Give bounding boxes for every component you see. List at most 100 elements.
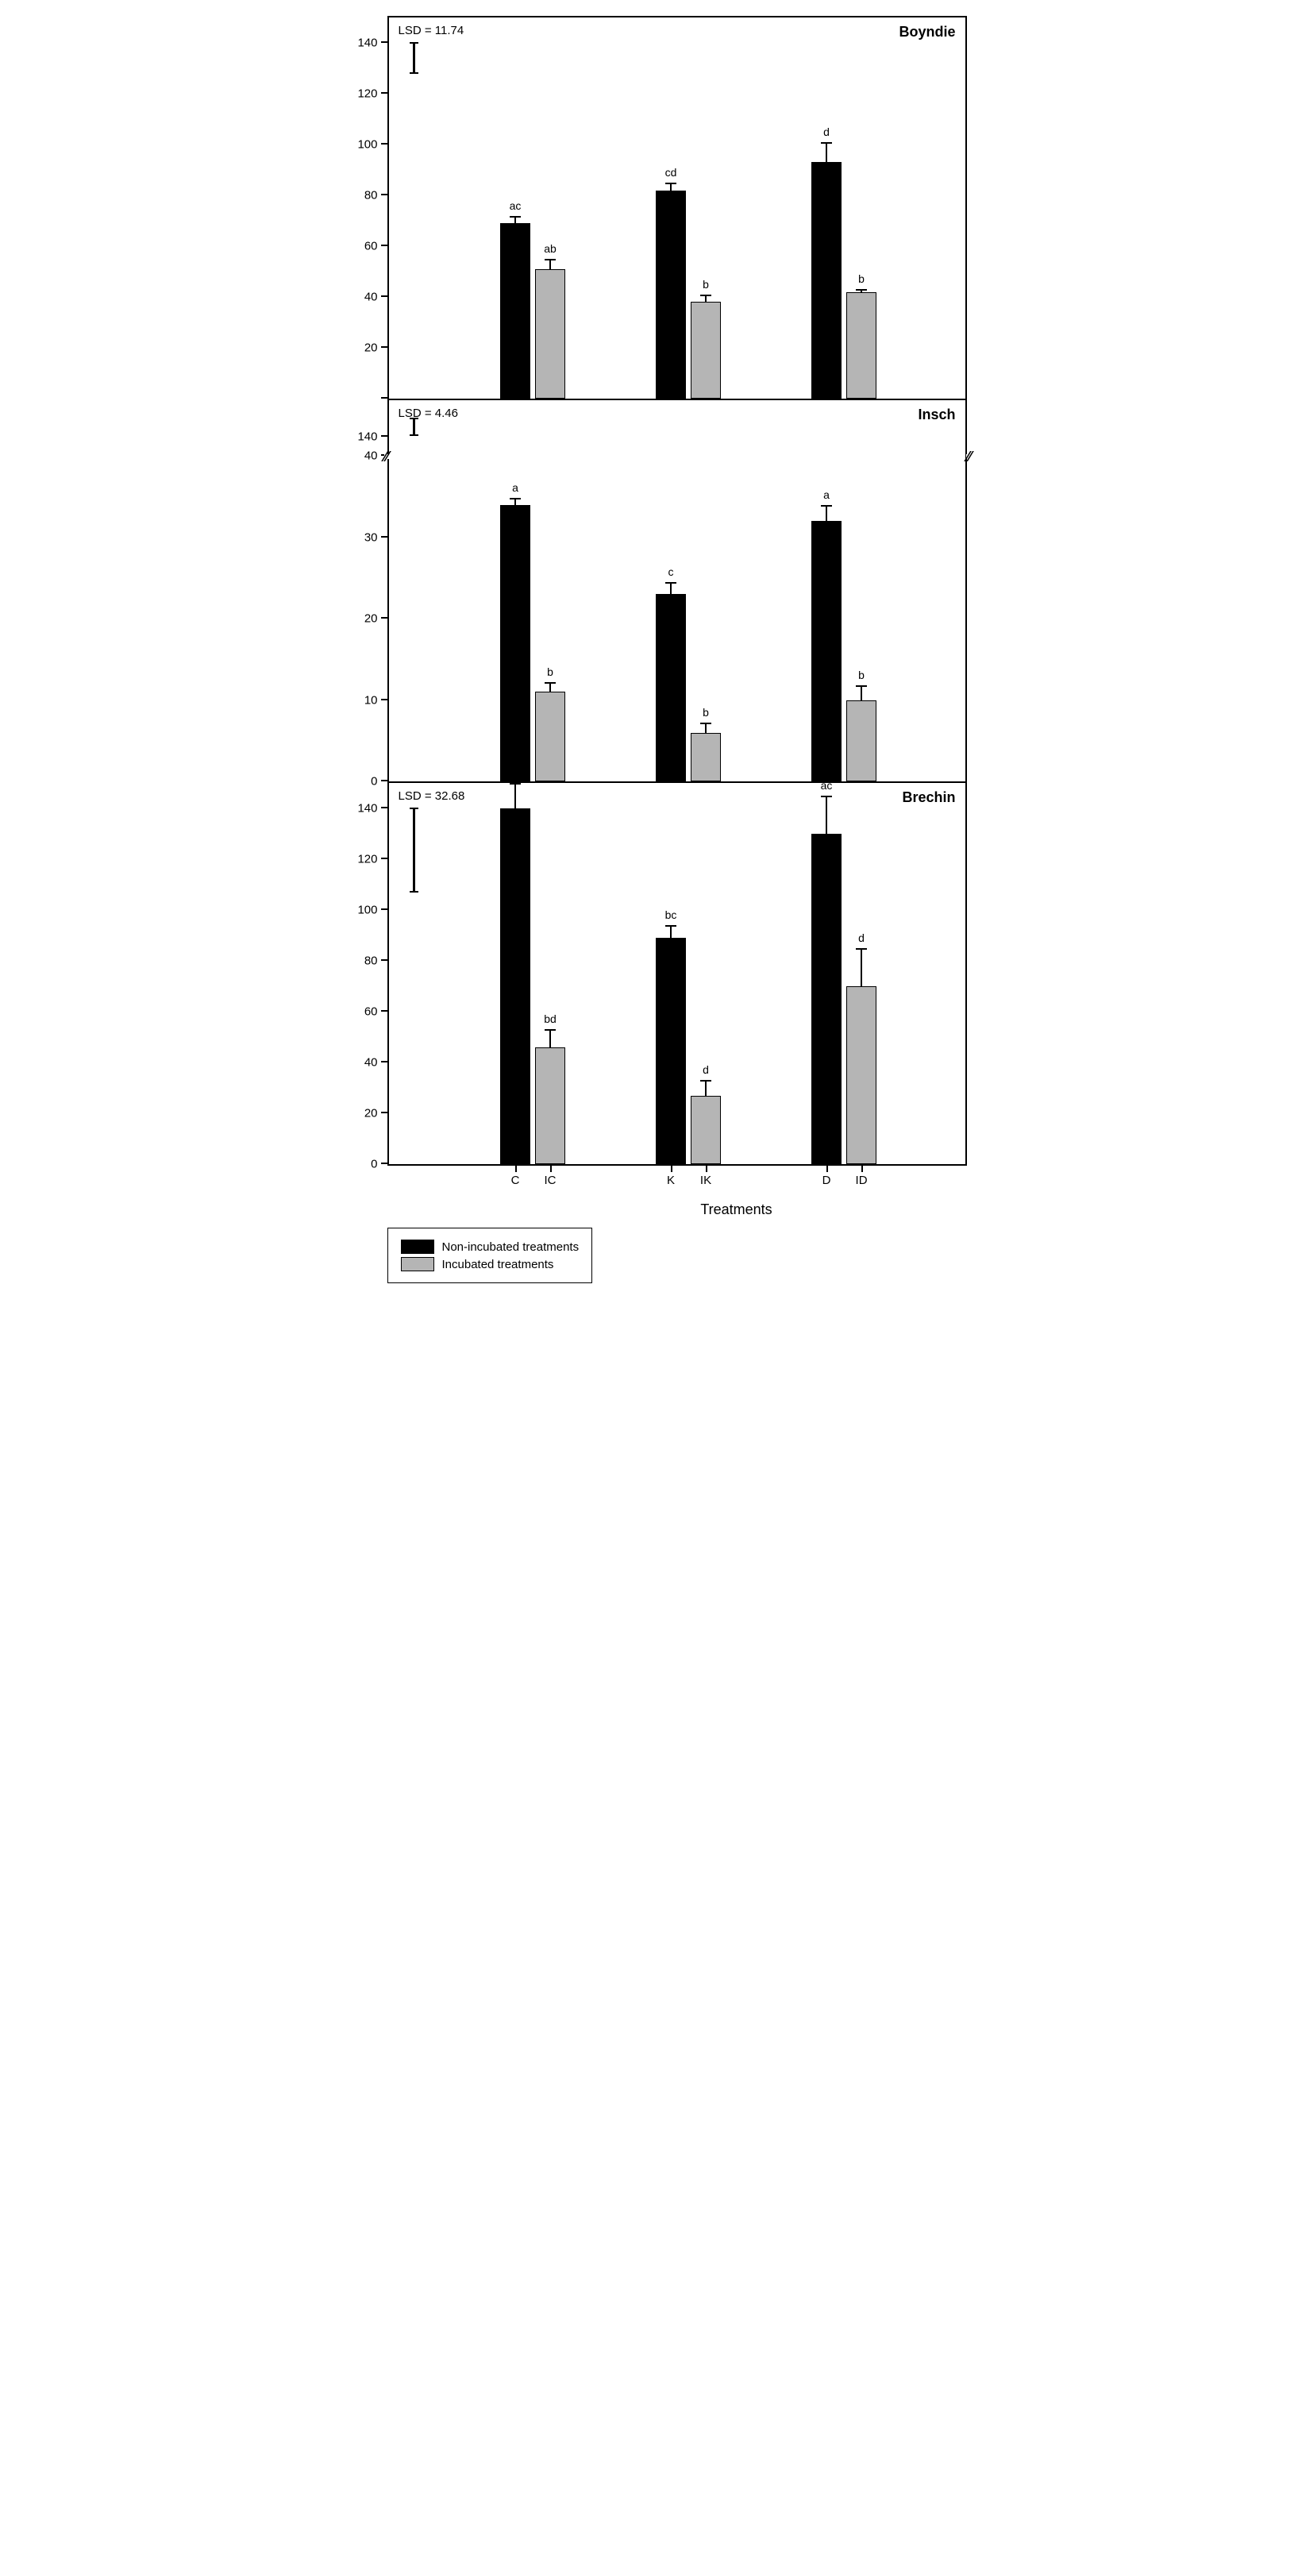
error-bar — [826, 506, 827, 523]
error-bar — [670, 583, 672, 595]
axis-break-icon: ⁄⁄ — [966, 454, 971, 459]
legend-item-non-incubated: Non-incubated treatments — [401, 1240, 580, 1254]
error-bar — [861, 686, 862, 700]
x-tick-label: IC — [545, 1174, 557, 1187]
y-tick-label: 40 — [364, 1056, 378, 1070]
error-bar — [514, 217, 516, 225]
y-tick-label: 40 — [364, 449, 378, 463]
y-tick-label: 20 — [364, 612, 378, 626]
error-bar — [514, 499, 516, 505]
y-tick — [381, 617, 389, 619]
error-bar — [514, 784, 516, 809]
significance-letter: ac — [510, 199, 522, 212]
x-axis-label: Treatments — [387, 1201, 967, 1218]
legend-item-incubated: Incubated treatments — [401, 1257, 580, 1271]
error-bar — [670, 183, 672, 191]
error-bar — [705, 723, 707, 733]
bar-group: ab — [811, 521, 876, 781]
bar-non-incubated: d — [811, 162, 842, 399]
y-tick-label: 80 — [364, 189, 378, 202]
error-bar — [826, 796, 827, 835]
y-tick-label: 30 — [364, 530, 378, 544]
y-tick — [381, 435, 389, 437]
panel-title: Insch — [918, 407, 955, 423]
bar-group: db — [811, 162, 876, 399]
y-tick — [381, 858, 389, 859]
y-tick-label: 100 — [357, 904, 377, 917]
y-tick-label: 10 — [364, 693, 378, 707]
y-tick — [381, 536, 389, 538]
bar-non-incubated: ac — [500, 223, 530, 399]
x-tick-label: ID — [856, 1174, 868, 1187]
bar-incubated: bd — [535, 1047, 565, 1164]
x-tick-label: D — [822, 1174, 831, 1187]
significance-letter: cd — [665, 166, 677, 179]
bar-non-incubated: a — [811, 521, 842, 781]
legend-label-black: Non-incubated treatments — [442, 1240, 580, 1254]
bar-incubated: ab — [535, 269, 565, 399]
significance-letter: a — [512, 766, 518, 779]
x-tick — [706, 1164, 707, 1172]
y-tick-label: 20 — [364, 341, 378, 355]
y-tick — [381, 41, 389, 43]
x-tick — [826, 1164, 828, 1172]
legend: Non-incubated treatments Incubated treat… — [387, 1228, 593, 1283]
y-tick-label: 60 — [364, 240, 378, 253]
error-bar — [826, 143, 827, 164]
lsd-label: LSD = 11.74 — [399, 24, 464, 37]
significance-letter: b — [703, 706, 709, 719]
bar-group: bcd — [656, 938, 721, 1164]
legend-swatch-grey — [401, 1257, 434, 1271]
significance-letter: a — [823, 488, 830, 501]
error-bar — [861, 949, 862, 987]
bar-incubated: b — [691, 733, 721, 782]
y-tick-label: 140 — [357, 430, 377, 443]
bar-non-incubated: bc — [656, 938, 686, 1164]
y-tick-label: 20 — [364, 1107, 378, 1120]
significance-letter: b — [858, 272, 865, 285]
y-tick-label: 120 — [357, 853, 377, 866]
lsd-error-bar — [413, 43, 415, 73]
error-bar — [670, 926, 672, 939]
y-tick-label: 0 — [371, 775, 377, 789]
significance-letter: ab — [544, 242, 557, 255]
significance-letter: d — [823, 125, 830, 138]
significance-letter: c — [668, 565, 674, 578]
bar-group: cb — [656, 594, 721, 781]
y-tick-label: 140 — [357, 802, 377, 816]
significance-letter: bd — [544, 1012, 557, 1025]
x-tick — [550, 1164, 552, 1172]
significance-letter: bc — [665, 908, 677, 921]
y-tick — [381, 346, 389, 348]
bar-non-incubated: a — [500, 505, 530, 782]
y-tick — [381, 92, 389, 94]
significance-letter: d — [858, 931, 865, 944]
y-tick — [381, 295, 389, 297]
bar-incubated: b — [535, 692, 565, 781]
legend-swatch-black — [401, 1240, 434, 1254]
bar-non-incubated: a — [500, 808, 530, 1164]
chart-panel-boyndie: BoyndieLSD = 11.7420406080100120140acabc… — [387, 16, 967, 399]
error-bar — [549, 1030, 551, 1047]
bar-non-incubated: ac — [811, 834, 842, 1164]
y-tick — [381, 1112, 389, 1113]
y-tick — [381, 245, 389, 246]
error-bar — [549, 260, 551, 270]
bar-group: abd — [500, 808, 565, 1164]
x-tick — [515, 1164, 517, 1172]
y-tick — [381, 1010, 389, 1012]
bar-group: ab — [500, 505, 565, 782]
bar-incubated: d — [846, 986, 876, 1164]
y-tick-label: 60 — [364, 1005, 378, 1019]
bar-group: cdb — [656, 191, 721, 399]
x-tick — [861, 1164, 863, 1172]
x-tick-label: C — [511, 1174, 520, 1187]
error-bar — [861, 290, 862, 292]
chart-panel-insch: InschLSD = 4.46010203040140⁄⁄⁄⁄abcbab — [387, 399, 967, 781]
x-tick-label: IK — [700, 1174, 711, 1187]
figure-root: Rate of p-nitrophenol production (µmole … — [332, 16, 967, 1283]
y-tick — [381, 194, 389, 195]
y-tick — [381, 908, 389, 910]
significance-letter: b — [858, 669, 865, 681]
chart-panel-brechin: BrechinLSD = 32.68020406080100120140abdb… — [387, 781, 967, 1166]
